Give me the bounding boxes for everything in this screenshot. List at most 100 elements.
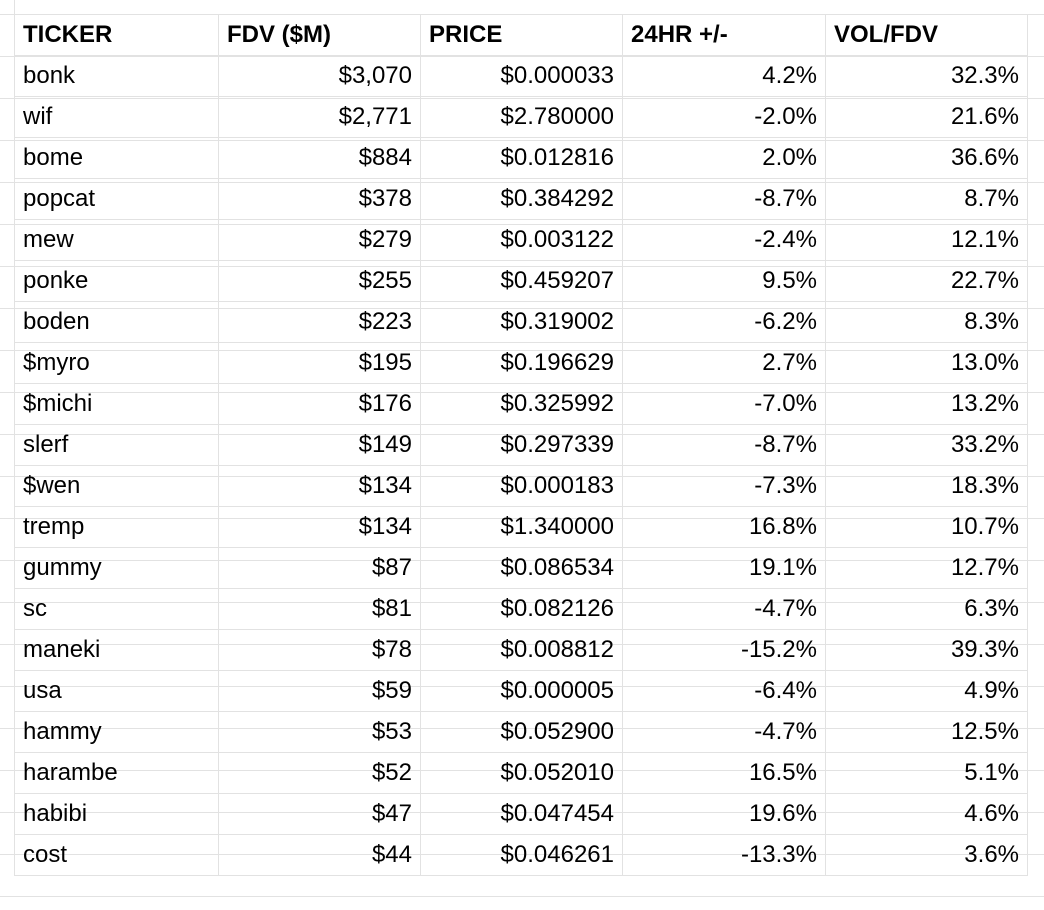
value-cell: $44 <box>218 834 421 876</box>
table-row: harambe $52 $0.052010 16.5% 5.1% <box>14 752 1028 794</box>
value-cell: -6.4% <box>622 670 826 712</box>
value-cell: 39.3% <box>825 629 1028 671</box>
table-row: maneki $78 $0.008812 -15.2% 39.3% <box>14 629 1028 671</box>
value-cell: 12.1% <box>825 219 1028 261</box>
value-cell: $0.459207 <box>420 260 623 302</box>
value-cell: $0.000005 <box>420 670 623 712</box>
ticker-cell: usa <box>14 670 219 712</box>
value-cell: $223 <box>218 301 421 343</box>
value-cell: $176 <box>218 383 421 425</box>
value-cell: $0.046261 <box>420 834 623 876</box>
data-table: TICKER FDV ($M) PRICE 24HR +/- VOL/FDV bonk $3… <box>14 14 1028 876</box>
value-cell: $0.196629 <box>420 342 623 384</box>
value-cell: $0.047454 <box>420 793 623 835</box>
ticker-cell: cost <box>14 834 219 876</box>
table-row: usa $59 $0.000005 -6.4% 4.9% <box>14 670 1028 712</box>
table-row: habibi $47 $0.047454 19.6% 4.6% <box>14 793 1028 835</box>
value-cell: 32.3% <box>825 55 1028 97</box>
value-cell: 21.6% <box>825 96 1028 138</box>
value-cell: 3.6% <box>825 834 1028 876</box>
value-cell: $0.325992 <box>420 383 623 425</box>
value-cell: -2.0% <box>622 96 826 138</box>
value-cell: 2.7% <box>622 342 826 384</box>
value-cell: $52 <box>218 752 421 794</box>
ticker-cell: boden <box>14 301 219 343</box>
ticker-cell: habibi <box>14 793 219 835</box>
value-cell: 36.6% <box>825 137 1028 179</box>
value-cell: -4.7% <box>622 588 826 630</box>
header-cell: VOL/FDV <box>825 14 1028 56</box>
value-cell: $47 <box>218 793 421 835</box>
table-row: mew $279 $0.003122 -2.4% 12.1% <box>14 219 1028 261</box>
value-cell: 5.1% <box>825 752 1028 794</box>
value-cell: $1.340000 <box>420 506 623 548</box>
value-cell: $2.780000 <box>420 96 623 138</box>
ticker-cell: mew <box>14 219 219 261</box>
value-cell: $3,070 <box>218 55 421 97</box>
table-row: ponke $255 $0.459207 9.5% 22.7% <box>14 260 1028 302</box>
value-cell: 4.9% <box>825 670 1028 712</box>
value-cell: 12.5% <box>825 711 1028 753</box>
value-cell: $0.319002 <box>420 301 623 343</box>
value-cell: 2.0% <box>622 137 826 179</box>
value-cell: 33.2% <box>825 424 1028 466</box>
table-row: hammy $53 $0.052900 -4.7% 12.5% <box>14 711 1028 753</box>
value-cell: 4.2% <box>622 55 826 97</box>
value-cell: 8.3% <box>825 301 1028 343</box>
value-cell: -8.7% <box>622 178 826 220</box>
ticker-cell: harambe <box>14 752 219 794</box>
value-cell: $2,771 <box>218 96 421 138</box>
table-row: wif $2,771 $2.780000 -2.0% 21.6% <box>14 96 1028 138</box>
table-row: slerf $149 $0.297339 -8.7% 33.2% <box>14 424 1028 466</box>
value-cell: $0.008812 <box>420 629 623 671</box>
value-cell: 16.8% <box>622 506 826 548</box>
value-cell: $279 <box>218 219 421 261</box>
value-cell: $0.297339 <box>420 424 623 466</box>
value-cell: $78 <box>218 629 421 671</box>
value-cell: $0.052900 <box>420 711 623 753</box>
value-cell: 22.7% <box>825 260 1028 302</box>
ticker-cell: ponke <box>14 260 219 302</box>
table-row: bonk $3,070 $0.000033 4.2% 32.3% <box>14 55 1028 97</box>
value-cell: $0.082126 <box>420 588 623 630</box>
value-cell: $87 <box>218 547 421 589</box>
value-cell: -2.4% <box>622 219 826 261</box>
value-cell: $134 <box>218 465 421 507</box>
value-cell: $255 <box>218 260 421 302</box>
ticker-cell: slerf <box>14 424 219 466</box>
value-cell: 10.7% <box>825 506 1028 548</box>
header-cell: 24HR +/- <box>622 14 826 56</box>
value-cell: 19.6% <box>622 793 826 835</box>
value-cell: -13.3% <box>622 834 826 876</box>
value-cell: 6.3% <box>825 588 1028 630</box>
header-cell: PRICE <box>420 14 623 56</box>
table-row: tremp $134 $1.340000 16.8% 10.7% <box>14 506 1028 548</box>
value-cell: $0.000183 <box>420 465 623 507</box>
value-cell: $81 <box>218 588 421 630</box>
value-cell: $59 <box>218 670 421 712</box>
value-cell: 9.5% <box>622 260 826 302</box>
value-cell: $884 <box>218 137 421 179</box>
ticker-cell: $myro <box>14 342 219 384</box>
ticker-cell: $wen <box>14 465 219 507</box>
ticker-cell: sc <box>14 588 219 630</box>
table-row: bome $884 $0.012816 2.0% 36.6% <box>14 137 1028 179</box>
table-row: boden $223 $0.319002 -6.2% 8.3% <box>14 301 1028 343</box>
table-row: $wen $134 $0.000183 -7.3% 18.3% <box>14 465 1028 507</box>
value-cell: $0.052010 <box>420 752 623 794</box>
value-cell: 19.1% <box>622 547 826 589</box>
value-cell: 13.2% <box>825 383 1028 425</box>
value-cell: 18.3% <box>825 465 1028 507</box>
value-cell: 8.7% <box>825 178 1028 220</box>
value-cell: $0.000033 <box>420 55 623 97</box>
value-cell: 4.6% <box>825 793 1028 835</box>
value-cell: 16.5% <box>622 752 826 794</box>
ticker-cell: tremp <box>14 506 219 548</box>
header-cell: FDV ($M) <box>218 14 421 56</box>
table-row: sc $81 $0.082126 -4.7% 6.3% <box>14 588 1028 630</box>
table-row: $myro $195 $0.196629 2.7% 13.0% <box>14 342 1028 384</box>
ticker-cell: bome <box>14 137 219 179</box>
value-cell: -8.7% <box>622 424 826 466</box>
value-cell: $134 <box>218 506 421 548</box>
